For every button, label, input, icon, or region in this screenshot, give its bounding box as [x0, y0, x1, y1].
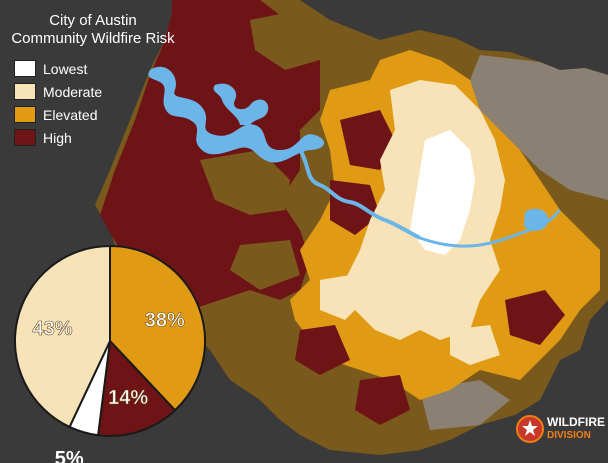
badge-line-2: DIVISION	[547, 430, 591, 441]
pie-label-3: 43%	[33, 318, 73, 340]
legend-label-high: High	[43, 129, 72, 146]
brown-hill-c	[230, 240, 300, 290]
badge-line-1: WILDFIRE	[547, 415, 605, 429]
high-pocket-d	[295, 325, 350, 375]
high-pocket-e	[355, 375, 410, 425]
colorado-river	[419, 208, 562, 248]
legend-label-lowest: Lowest	[43, 60, 88, 77]
legend-label-elevated: Elevated	[43, 106, 98, 123]
pie-slice-3	[14, 244, 111, 429]
lake-travis-arm	[213, 83, 269, 125]
map-title: City of Austin Community Wildfire Risk	[8, 12, 178, 48]
gray-zone-ne	[470, 55, 608, 200]
legend-label-moderate: Moderate	[43, 83, 103, 100]
legend-swatch-moderate	[14, 83, 36, 100]
legend-swatch-high	[14, 129, 36, 146]
legend: Lowest Moderate Elevated High	[14, 57, 102, 149]
legend-item-elevated: Elevated	[14, 103, 102, 126]
pie-label-2: 5%	[55, 448, 84, 463]
brown-hill-a	[200, 150, 290, 215]
lake-austin	[298, 148, 421, 240]
fire-shield-icon	[516, 415, 544, 443]
high-pocket-c	[505, 290, 565, 345]
pie-label-0: 38%	[145, 309, 185, 331]
high-pocket-b	[330, 180, 380, 235]
walter-e-long-lake	[524, 208, 549, 231]
pie-label-1: 14%	[108, 387, 148, 409]
badge-text: WILDFIRE DIVISION	[547, 415, 605, 443]
pie-slice-0	[109, 244, 206, 412]
brown-hill-b	[250, 10, 330, 70]
lowest-core	[410, 130, 475, 255]
legend-item-high: High	[14, 126, 102, 149]
title-line-2: Community Wildfire Risk	[11, 30, 175, 47]
moderate-se	[450, 325, 500, 365]
legend-item-moderate: Moderate	[14, 80, 102, 103]
high-pocket-a	[340, 110, 395, 170]
wildfire-division-badge: WILDFIRE DIVISION	[515, 412, 605, 446]
lake-travis	[148, 66, 325, 163]
legend-swatch-lowest	[14, 60, 36, 77]
pie-slice-1	[96, 338, 177, 437]
risk-pie-chart: 38% 14% 5% 43%	[14, 244, 206, 463]
moderate-sw	[320, 275, 365, 320]
title-line-1: City of Austin	[49, 12, 137, 29]
legend-swatch-elevated	[14, 106, 36, 123]
legend-item-lowest: Lowest	[14, 57, 102, 80]
